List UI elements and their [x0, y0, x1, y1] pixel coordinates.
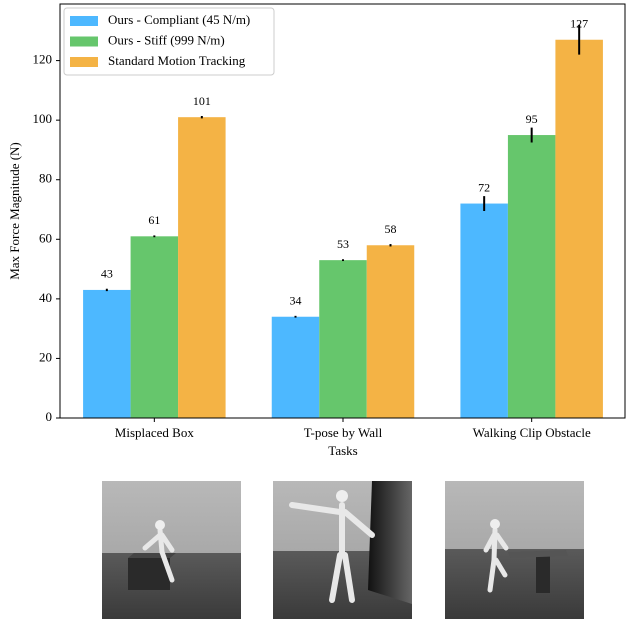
- x-tick-label: Walking Clip Obstacle: [473, 425, 591, 440]
- data-label: 127: [570, 16, 588, 30]
- data-label: 61: [148, 213, 160, 227]
- data-label: 72: [478, 180, 490, 194]
- scene-image: [445, 481, 584, 619]
- legend-label: Ours - Compliant (45 N/m): [108, 12, 250, 27]
- data-label: 43: [101, 267, 113, 281]
- legend-swatch: [70, 57, 98, 67]
- y-tick-label: 0: [46, 409, 53, 424]
- data-label: 101: [193, 94, 211, 108]
- data-label: 34: [290, 293, 302, 307]
- data-label: 53: [337, 237, 349, 251]
- bar: [319, 260, 367, 418]
- legend: Ours - Compliant (45 N/m) Ours - Stiff (9…: [64, 8, 274, 75]
- y-tick-label: 20: [39, 349, 52, 364]
- page: Tasks Max Force Magnitude (N): [0, 0, 626, 622]
- legend-swatch: [70, 16, 98, 26]
- bar: [555, 40, 603, 418]
- bar: [460, 204, 508, 418]
- bar: [367, 245, 415, 418]
- bar: [508, 135, 555, 418]
- bar: [83, 290, 131, 418]
- y-tick-label: 60: [39, 230, 52, 245]
- y-axis-label: Max Force Magnitude (N): [7, 142, 22, 280]
- x-axis-label: Tasks: [328, 443, 357, 458]
- legend-swatch: [70, 37, 98, 47]
- y-tick-label: 40: [39, 290, 52, 305]
- scene-image: [102, 481, 241, 619]
- chart: Tasks Max Force Magnitude (N): [0, 0, 626, 622]
- y-tick-label: 80: [39, 171, 52, 186]
- bar: [178, 117, 226, 418]
- y-tick-label: 120: [33, 52, 53, 67]
- x-tick-label: Misplaced Box: [115, 425, 195, 440]
- data-label: 95: [526, 112, 538, 126]
- x-tick-label: T-pose by Wall: [304, 425, 383, 440]
- bar: [272, 317, 320, 418]
- bar: [131, 236, 179, 418]
- legend-label: Standard Motion Tracking: [108, 53, 246, 68]
- data-label: 58: [385, 222, 397, 236]
- scene-image: [273, 481, 412, 619]
- y-tick-label: 100: [33, 111, 53, 126]
- legend-label: Ours - Stiff (999 N/m): [108, 32, 225, 47]
